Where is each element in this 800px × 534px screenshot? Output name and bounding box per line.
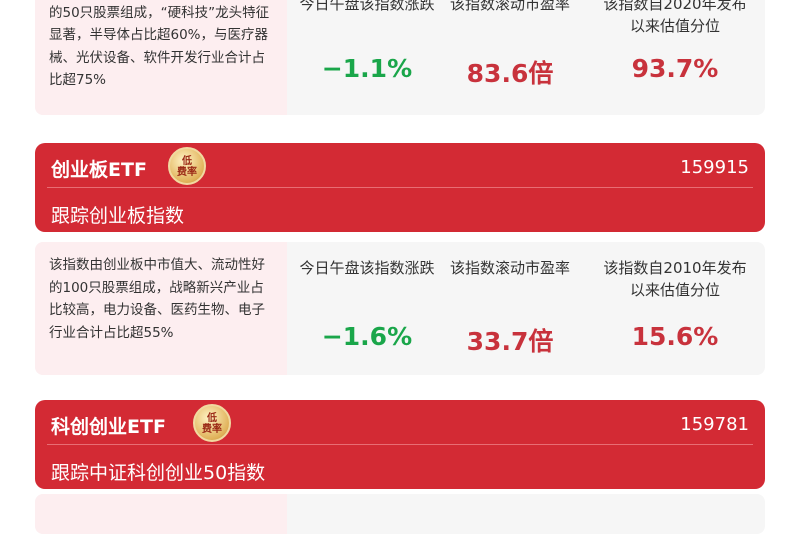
etf-name: 科创创业ETF (51, 416, 166, 438)
change-value: −1.6% (321, 322, 413, 351)
pe-value: 33.7倍 (466, 327, 554, 356)
index-description (35, 494, 287, 534)
description-text: 该指数由科创板中市值大、流动性好的50只股票组成，“硬科技”龙头特征显著，半导体… (49, 4, 270, 89)
divider (47, 444, 753, 445)
index-card-1: 该指数由科创板中市值大、流动性好的50只股票组成，“硬科技”龙头特征显著，半导体… (35, 0, 765, 115)
tracking-index: 跟踪中证科创创业50指数 (51, 462, 266, 484)
metric-label: 该指数滚动市盈率 (449, 0, 570, 13)
metric-label: 该指数自2010年发布以来估值分位 (603, 259, 747, 299)
low-fee-badge-icon: 低费率 (168, 147, 206, 185)
index-card-3 (35, 494, 765, 534)
metric-percentile: 该指数自2020年发布以来估值分位 (595, 0, 755, 37)
metric-label: 今日午盘该指数涨跌 (299, 0, 435, 13)
etf-name: 创业板ETF (51, 159, 147, 181)
metric-label: 该指数滚动市盈率 (449, 259, 570, 277)
index-description: 该指数由创业板中市值大、流动性好的100只股票组成，战略新兴产业占比较高，电力设… (35, 242, 287, 375)
etf-header-1[interactable]: 创业板ETF 低费率 159915 跟踪创业板指数 (35, 143, 765, 232)
tracking-index: 跟踪创业板指数 (51, 205, 185, 227)
percentile-value: 93.7% (631, 54, 719, 83)
metric-label: 今日午盘该指数涨跌 (299, 259, 435, 277)
metric-label: 该指数自2020年发布以来估值分位 (603, 0, 747, 35)
etf-code: 159781 (680, 414, 749, 435)
metric-pe: 该指数滚动市盈率 (430, 257, 590, 279)
metric-percentile: 该指数自2010年发布以来估值分位 (595, 257, 755, 301)
metric-change: 今日午盘该指数涨跌 (287, 0, 447, 15)
description-text: 该指数由创业板中市值大、流动性好的100只股票组成，战略新兴产业占比较高，电力设… (49, 257, 265, 341)
index-description: 该指数由科创板中市值大、流动性好的50只股票组成，“硬科技”龙头特征显著，半导体… (35, 0, 287, 115)
change-value: −1.1% (321, 54, 413, 83)
divider (47, 187, 753, 188)
percentile-value: 15.6% (631, 322, 719, 351)
index-card-2: 该指数由创业板中市值大、流动性好的100只股票组成，战略新兴产业占比较高，电力设… (35, 242, 765, 375)
pe-value: 83.6倍 (466, 59, 554, 88)
metric-pe: 该指数滚动市盈率 (430, 0, 590, 15)
low-fee-badge-icon: 低费率 (193, 404, 231, 442)
etf-code: 159915 (680, 157, 749, 178)
etf-header-2[interactable]: 科创创业ETF 低费率 159781 跟踪中证科创创业50指数 (35, 400, 765, 489)
metric-change: 今日午盘该指数涨跌 (287, 257, 447, 279)
